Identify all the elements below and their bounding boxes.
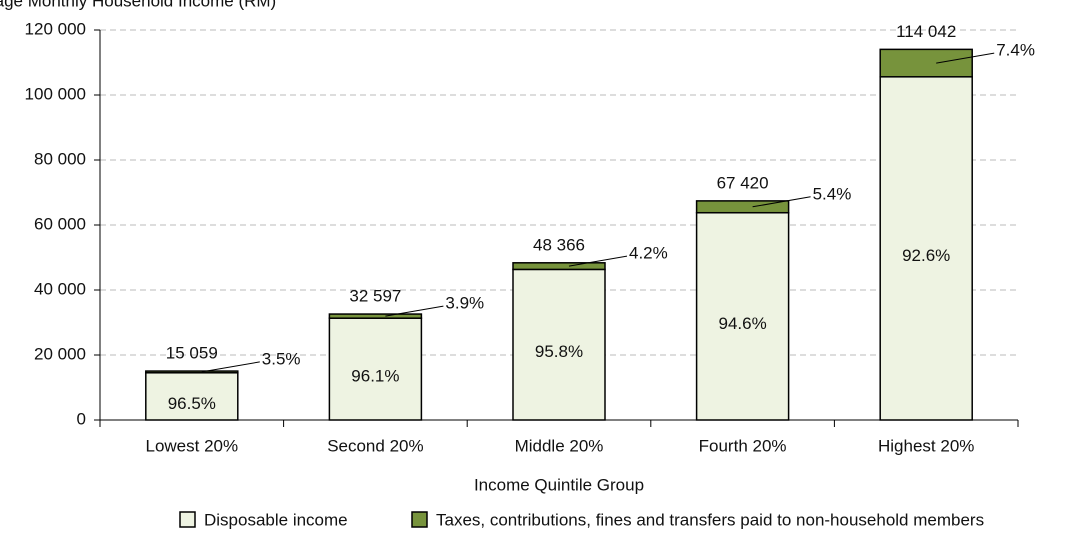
leader-line xyxy=(936,52,995,64)
x-tick-label: Lowest 20% xyxy=(145,436,238,455)
legend-label: Taxes, contributions, fines and transfer… xyxy=(436,510,984,529)
x-tick-label: Fourth 20% xyxy=(699,436,787,455)
total-label: 48 366 xyxy=(533,235,585,254)
bar-segment xyxy=(512,262,606,271)
legend-swatch xyxy=(411,511,428,528)
leader-line xyxy=(568,255,628,267)
bar-segment xyxy=(879,48,973,78)
share-label: 92.6% xyxy=(902,246,950,265)
y-tick-label: 80 000 xyxy=(34,149,86,168)
y-tick-label: 40 000 xyxy=(34,279,86,298)
share-label: 3.5% xyxy=(262,349,301,368)
share-label: 96.1% xyxy=(351,367,399,386)
legend-label: Disposable income xyxy=(204,510,348,529)
x-tick-label: Highest 20% xyxy=(878,436,974,455)
bar-segment xyxy=(879,76,973,421)
y-axis-title: Average Monthly Household Income (RM) xyxy=(0,0,276,10)
bar-segment xyxy=(328,317,423,421)
leader-line xyxy=(201,361,260,373)
total-label: 67 420 xyxy=(717,173,769,192)
bar-segment xyxy=(145,370,239,374)
share-label: 4.2% xyxy=(629,244,668,263)
leader-line xyxy=(385,305,444,317)
share-label: 96.5% xyxy=(168,394,216,413)
total-label: 15 059 xyxy=(166,344,218,363)
x-tick-label: Second 20% xyxy=(327,436,423,455)
y-tick-label: 100 000 xyxy=(25,84,86,103)
y-tick-label: 0 xyxy=(77,409,86,428)
bar-segment xyxy=(695,200,790,214)
share-label: 7.4% xyxy=(996,41,1035,60)
total-label: 32 597 xyxy=(349,287,401,306)
y-tick-label: 20 000 xyxy=(34,344,86,363)
y-tick-label: 120 000 xyxy=(25,19,86,38)
x-axis-title: Income Quintile Group xyxy=(474,475,644,494)
share-label: 95.8% xyxy=(535,342,583,361)
x-tick-label: Middle 20% xyxy=(515,436,604,455)
total-label: 114 042 xyxy=(896,22,956,41)
share-label: 3.9% xyxy=(445,294,484,313)
legend-swatch xyxy=(179,511,196,528)
bar-segment xyxy=(328,313,423,319)
leader-line xyxy=(752,196,811,208)
share-label: 5.4% xyxy=(813,184,852,203)
share-label: 94.6% xyxy=(718,314,766,333)
y-tick-label: 60 000 xyxy=(34,214,86,233)
